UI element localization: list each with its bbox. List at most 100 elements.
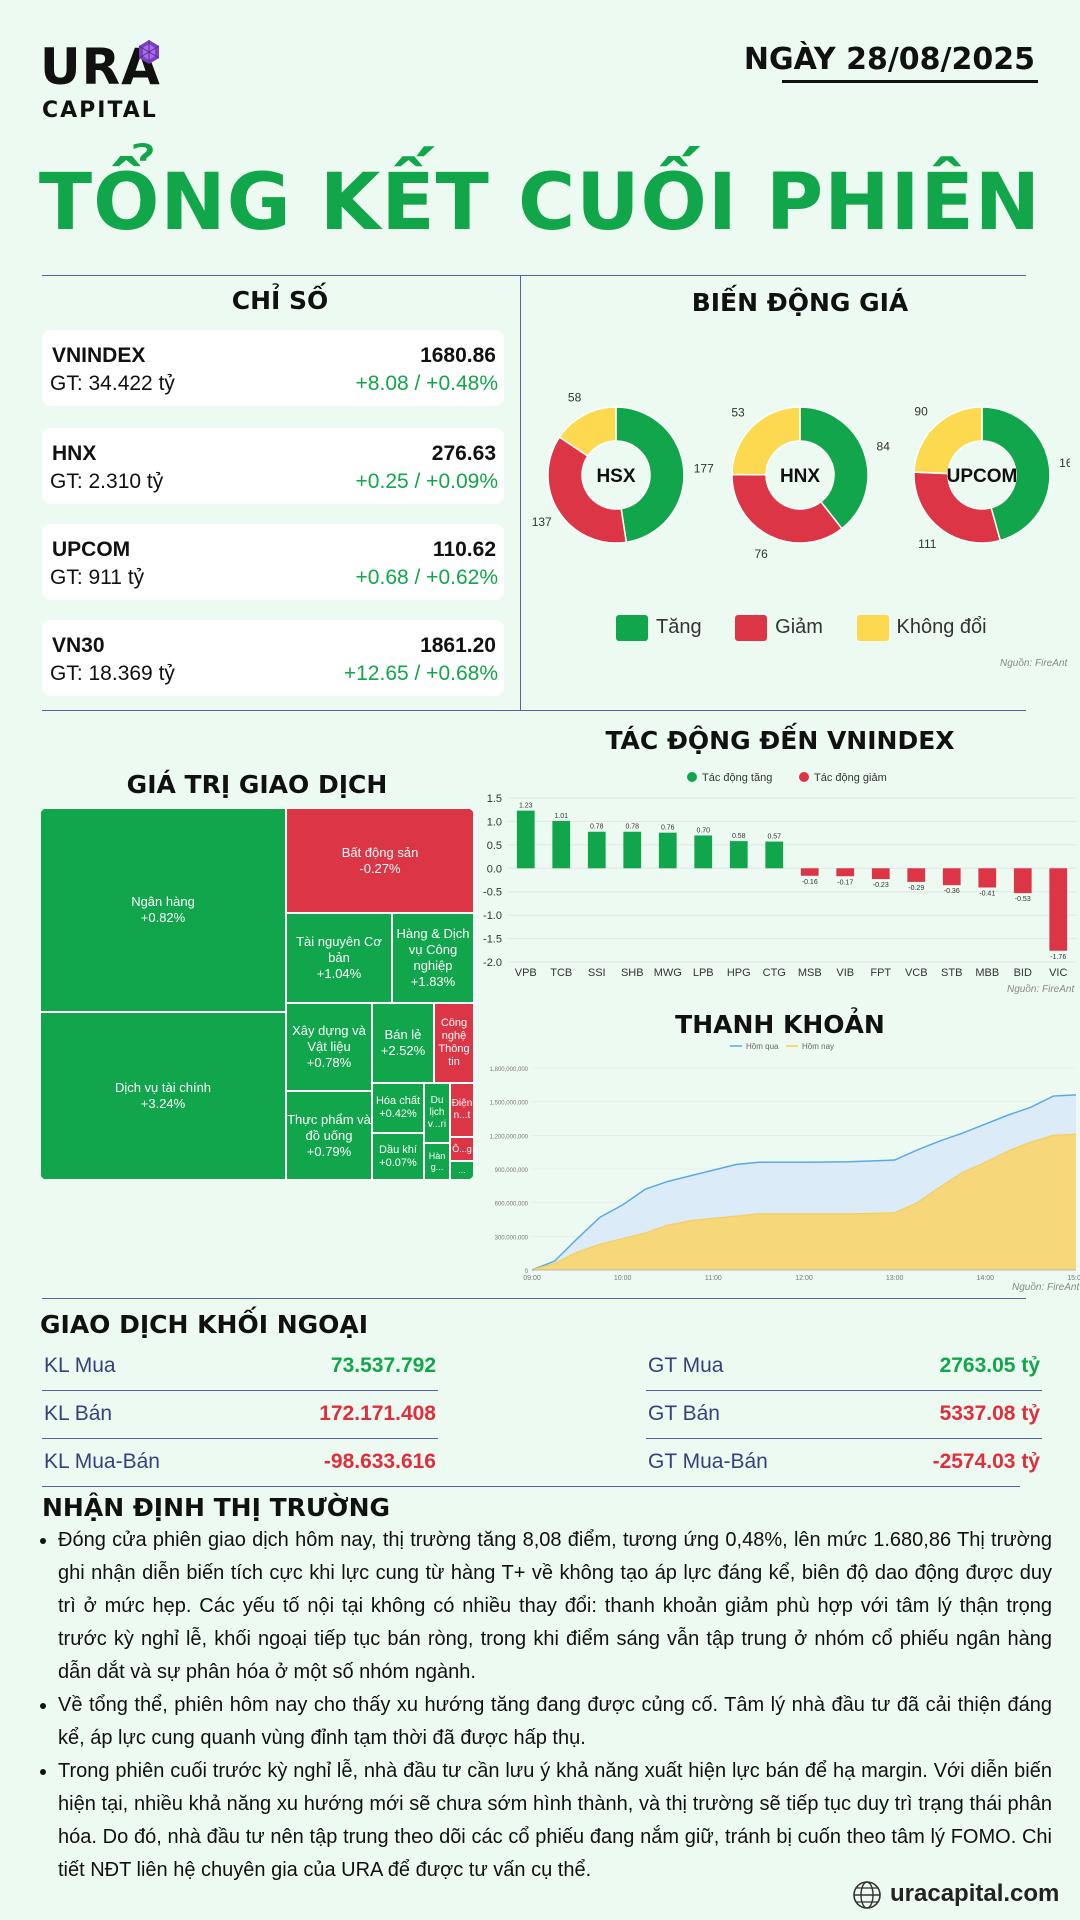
donut-slice-down	[913, 471, 1002, 544]
index-turnover: GT: 18.369 tỷ	[50, 662, 175, 685]
price-movement-title: BIẾN ĐỘNG GIÁ	[691, 288, 909, 317]
bar-LPB	[694, 835, 713, 869]
bar-MSB	[800, 868, 819, 876]
treemap-industrial-services: Hàng & Dịch vụ Công nghiệp +1.83%	[392, 913, 474, 1003]
sector-treemap: Ngân hàng +0.82% Dịch vụ tài chính +3.24% …	[40, 808, 474, 1180]
globe-icon	[853, 1881, 881, 1909]
x-tick-label: SHB	[621, 967, 644, 979]
donut-legend: Tăng Giảm Không đổi	[616, 615, 987, 641]
report-date: NGÀY 28/08/2025	[743, 42, 1035, 77]
donut-value-down: 111	[918, 537, 937, 551]
bar-HPG	[729, 841, 748, 869]
bar-VPB	[516, 810, 535, 869]
index-name: HNX	[52, 442, 97, 465]
bar-SSI	[587, 831, 606, 869]
bar-value-label: -0.16	[802, 879, 818, 886]
index-change: +0.25 / +0.09%	[355, 470, 498, 493]
x-tick-label: LPB	[693, 967, 714, 979]
donut-slice-down	[731, 473, 843, 544]
x-tick-label: VIB	[836, 967, 854, 979]
bar-FPT	[871, 868, 890, 880]
x-tick-label: CTG	[763, 967, 786, 979]
index-change: +0.68 / +0.62%	[355, 566, 498, 589]
line-prev	[531, 1094, 1077, 1271]
bar-BID	[1013, 868, 1032, 894]
foreign-kl-net: KL Mua-Bán -98.633.616	[44, 1450, 436, 1473]
bar-CTG	[765, 841, 784, 869]
legend-flat-swatch	[856, 615, 889, 641]
analysis-item: Về tổng thể, phiên hôm nay cho thấy xu h…	[58, 1689, 1052, 1755]
logo-subtext: CAPITAL	[42, 98, 158, 123]
logo-gem-icon	[138, 40, 160, 64]
x-tick-label: 15:00	[1067, 1275, 1080, 1282]
indices-title: CHỈ SỐ	[231, 286, 329, 315]
x-tick-label: VCB	[905, 967, 928, 979]
treemap-food-beverage: Thực phẩm và đồ uống +0.79%	[286, 1091, 372, 1180]
x-tick-label: MSB	[798, 967, 822, 979]
bar-VIB	[836, 868, 855, 877]
index-value: 276.63	[431, 442, 496, 465]
bar-value-label: -0.41	[979, 890, 995, 897]
foreign-title: GIAO DỊCH KHỐI NGOẠI	[40, 1310, 369, 1339]
legend-down: Giảm	[735, 615, 823, 641]
bar-value-label: 0.76	[661, 825, 675, 832]
donut-slice-up	[799, 406, 869, 530]
treemap-basic-resources: Tài nguyên Cơ bản +1.04%	[286, 913, 392, 1003]
line-today	[531, 1133, 1077, 1271]
analysis-item: Đóng cửa phiên giao dịch hôm nay, thị tr…	[58, 1524, 1052, 1689]
donut-label: HSX	[596, 466, 635, 487]
donut-value-down: 137	[532, 515, 552, 529]
website-link[interactable]: uracapital.com	[890, 1880, 1060, 1907]
donut-value-flat: 53	[731, 406, 745, 420]
treemap-title: GIÁ TRỊ GIAO DỊCH	[126, 770, 388, 799]
y-tick-label: 1,200,000,000	[490, 1134, 529, 1140]
analysis-title: NHẬN ĐỊNH THỊ TRƯỜNG	[42, 1493, 391, 1522]
donut-hnx: 84 76 53 HNX	[731, 406, 890, 561]
donut-value-up: 177	[694, 461, 714, 475]
index-turnover: GT: 34.422 tỷ	[50, 372, 175, 395]
analysis-item: Trong phiên cuối trước kỳ nghỉ lễ, nhà đ…	[58, 1755, 1052, 1887]
index-change: +8.08 / +0.48%	[355, 372, 498, 395]
x-tick-label: 12:00	[795, 1275, 813, 1282]
index-card-vnindex: VNINDEX GT: 34.422 tỷ 1680.86 +8.08 / +0.48…	[42, 330, 504, 406]
bar-value-label: 0.58	[732, 833, 746, 840]
index-turnover: GT: 911 tỷ	[50, 566, 145, 589]
bar-value-label: 0.78	[590, 824, 604, 831]
divider-top	[42, 275, 1026, 276]
legend-up-swatch	[616, 615, 648, 641]
foreign-gt-buy: GT Mua 2763.05 tỷ	[646, 1344, 1042, 1391]
y-tick-label: 900,000,000	[495, 1168, 529, 1174]
liquidity-source: Nguồn: FireAnt	[1012, 1282, 1080, 1293]
y-tick-label: -0.5	[483, 887, 502, 899]
legend-flat: Không đổi	[856, 615, 987, 641]
donut-value-up: 84	[877, 439, 891, 453]
foreign-kl-sell: KL Bán 172.171.408	[42, 1392, 438, 1439]
bar-value-label: -0.17	[837, 879, 853, 886]
foreign-gt-net: GT Mua-Bán -2574.03 tỷ	[648, 1450, 1040, 1473]
x-tick-label: MWG	[654, 967, 682, 979]
impact-source: Nguồn: FireAnt	[1007, 984, 1075, 995]
legend-down-swatch	[735, 615, 768, 641]
treemap-construction: Xây dựng và Vật liệu +0.78%	[286, 1003, 372, 1091]
treemap-real-estate: Bất động sản -0.27%	[286, 808, 474, 913]
y-tick-label: 600,000,000	[495, 1202, 529, 1208]
donut-slice-down	[547, 436, 628, 544]
bar-value-label: -0.29	[908, 885, 924, 892]
foreign-kl-buy: KL Mua 73.537.792	[42, 1344, 438, 1391]
donut-slice-up	[615, 406, 685, 544]
impact-title: TÁC ĐỘNG ĐẾN VNINDEX	[605, 726, 955, 755]
index-name: UPCOM	[52, 538, 131, 561]
donut-label: HNX	[780, 466, 820, 487]
vnindex-impact-chart: Tác động tăng Tác động giảm 1.5 1.0 0.5 0.0 -0…	[483, 772, 1076, 979]
y-tick-label: 1,500,000,000	[490, 1101, 529, 1107]
bar-value-label: -0.36	[944, 888, 960, 895]
price-movement-donuts: 177 137 58 HSX 84 76 53 HNX 169 111 90 UPCOM	[532, 390, 1070, 561]
legend-down-dot	[799, 772, 809, 782]
treemap-travel: Du lịch v...ri	[424, 1083, 450, 1143]
liquidity-chart: Hôm qua Hôm nay 1,800,000,000 1,500,000,000…	[490, 1042, 1080, 1282]
donut-hsx: 177 137 58 HSX	[532, 390, 714, 544]
bar-VCB	[907, 868, 926, 882]
bar-value-label: 0.57	[767, 834, 781, 841]
index-card-hnx: HNX GT: 2.310 tỷ 276.63 +0.25 / +0.09%	[42, 428, 504, 504]
liquidity-legend: Hôm qua Hôm nay	[730, 1042, 834, 1051]
